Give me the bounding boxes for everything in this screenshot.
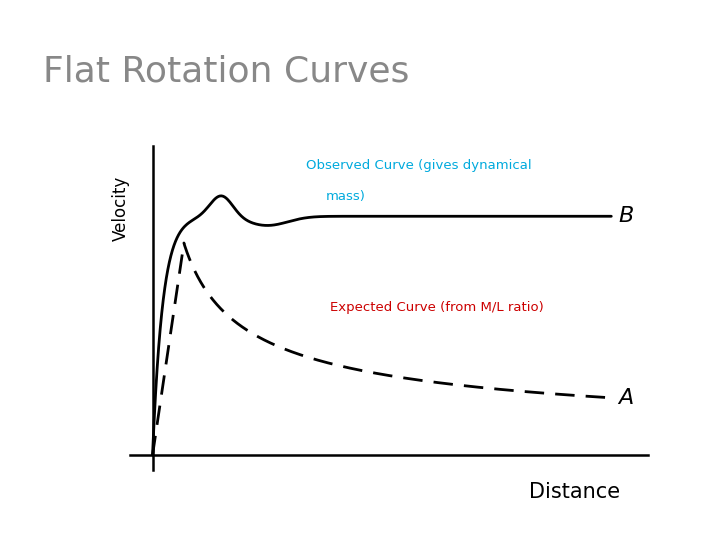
Text: Distance: Distance bbox=[529, 482, 621, 502]
Text: Observed Curve (gives dynamical: Observed Curve (gives dynamical bbox=[306, 159, 531, 172]
Text: mass): mass) bbox=[325, 190, 365, 203]
Text: A: A bbox=[618, 388, 634, 408]
Text: Flat Rotation Curves: Flat Rotation Curves bbox=[43, 54, 410, 88]
Text: B: B bbox=[618, 206, 634, 226]
Text: Velocity: Velocity bbox=[112, 176, 130, 240]
Text: Expected Curve (from M/L ratio): Expected Curve (from M/L ratio) bbox=[330, 301, 544, 314]
